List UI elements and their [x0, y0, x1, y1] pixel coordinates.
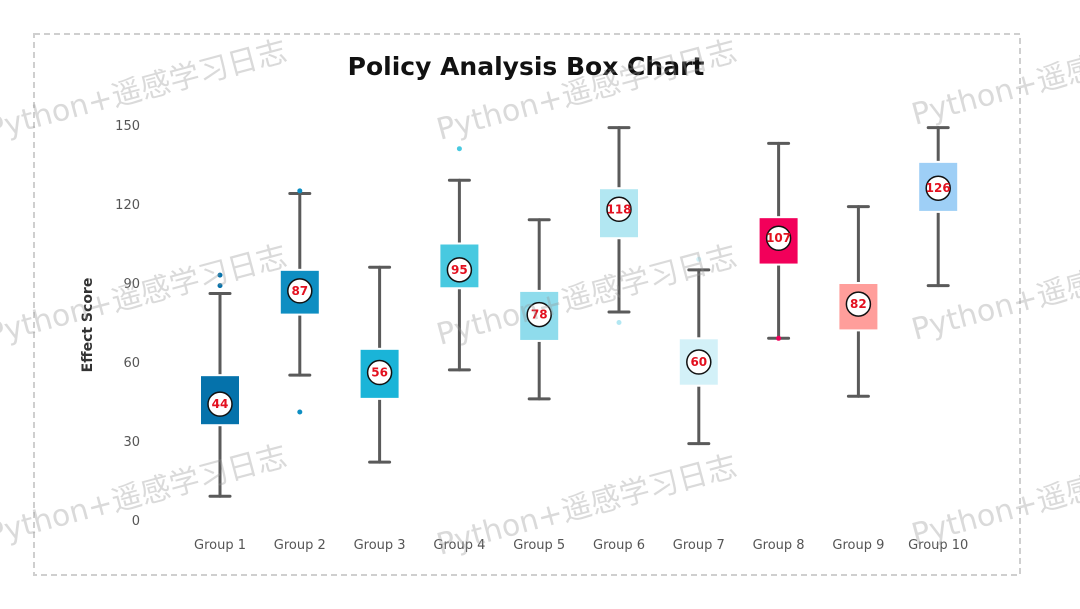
median-marker: [845, 291, 872, 317]
median-marker: [526, 301, 552, 328]
y-axis-label: Effect Score: [80, 278, 96, 373]
median-label: 78: [531, 308, 548, 322]
x-tick-label: Group 10: [908, 538, 968, 553]
median-label: 44: [212, 397, 229, 411]
box-group: 82: [837, 205, 880, 398]
watermark-text: Python+遥感学习日志: [908, 19, 1080, 133]
chart-title: Policy Analysis Box Chart: [348, 52, 705, 81]
median-label: 126: [926, 181, 951, 195]
box-group: 118: [598, 126, 640, 325]
watermark-text: Python+遥感学习日志: [433, 34, 741, 148]
y-tick-label: 120: [115, 198, 140, 213]
watermark-text: Python+遥感学习日志: [0, 239, 291, 353]
x-tick-label: Group 3: [354, 538, 406, 553]
median-label: 95: [451, 263, 468, 277]
median-marker: [366, 359, 393, 386]
x-tick-label: Group 9: [832, 538, 884, 553]
outlier-point: [616, 320, 622, 325]
y-axis-ticks: 0 30 60 90 120 150: [115, 119, 140, 529]
median-marker: [446, 257, 473, 283]
box-group: 44: [199, 272, 241, 498]
x-tick-label: Group 2: [274, 538, 326, 553]
outlier-point: [776, 335, 782, 341]
median-marker: [606, 196, 632, 223]
outlier-point: [217, 272, 223, 278]
chart-frame: [33, 33, 1021, 576]
median-marker: [287, 278, 313, 304]
median-marker: [925, 175, 951, 201]
watermark-text: Python+遥感学习日志: [0, 439, 291, 553]
y-tick-label: 30: [123, 435, 140, 450]
y-tick-label: 90: [123, 277, 140, 292]
x-tick-label: Group 1: [194, 538, 246, 553]
box-group: 95: [438, 146, 481, 372]
box-series: 44 87 56 95 78 118 60 107 82 126: [199, 126, 960, 498]
box-group: 78: [518, 218, 561, 401]
outlier-point: [217, 283, 223, 289]
median-label: 107: [766, 231, 791, 245]
median-label: 60: [690, 355, 707, 369]
watermark-text: Python+遥感学习日志: [0, 34, 291, 148]
watermark-layer: Python+遥感学习日志 Python+遥感学习日志 Python+遥感学习日志P…: [0, 19, 1080, 563]
y-tick-label: 150: [115, 119, 140, 134]
outlier-point: [696, 256, 702, 262]
median-label: 118: [606, 202, 631, 216]
watermark-text: Python+遥感学习日志: [908, 234, 1080, 348]
x-tick-label: Group 5: [513, 538, 565, 553]
x-tick-label: Group 7: [673, 538, 725, 553]
watermark-text: Python+遥感学习日志: [908, 439, 1080, 553]
median-marker: [207, 391, 233, 417]
box-group: 107: [757, 141, 800, 341]
x-tick-label: Group 6: [593, 538, 645, 553]
box-group: 126: [917, 126, 960, 288]
median-label: 56: [371, 366, 388, 380]
x-tick-label: Group 8: [753, 538, 805, 553]
box-group: 60: [677, 256, 720, 446]
box-group: 56: [358, 265, 401, 464]
x-tick-label: Group 4: [433, 538, 485, 553]
median-marker: [765, 225, 792, 251]
outlier-point: [297, 409, 303, 415]
box-iqr: [677, 337, 720, 387]
box-group: 87: [278, 188, 321, 415]
box-iqr: [358, 347, 401, 400]
median-label: 87: [291, 284, 308, 298]
outlier-point: [456, 146, 462, 152]
x-axis-ticks: Group 1 Group 2 Group 3 Group 4 Group 5 Group…: [194, 538, 968, 553]
y-tick-label: 0: [132, 514, 140, 529]
median-marker: [686, 349, 712, 375]
y-tick-label: 60: [123, 356, 140, 371]
outlier-point: [297, 188, 303, 194]
median-label: 82: [850, 297, 867, 311]
